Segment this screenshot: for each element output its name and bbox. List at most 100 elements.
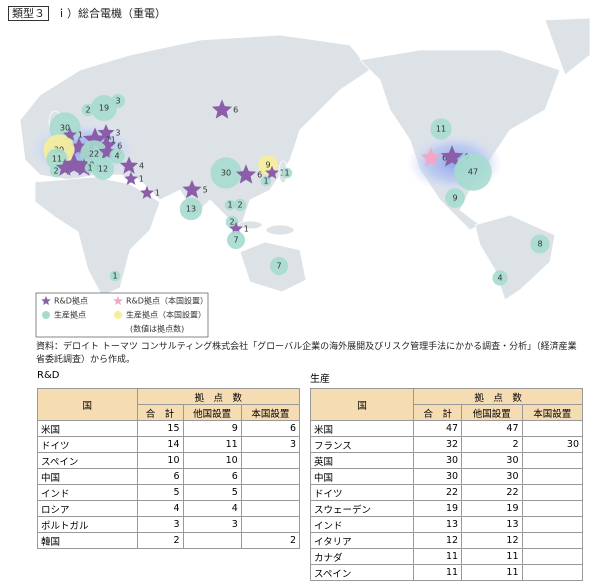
circle-marker [224,199,236,211]
header-cell: 拠 点 数 [413,388,583,405]
marker-label: 1 [139,175,144,184]
cell [521,516,584,533]
legend-label: R&D拠点（本国設置） [126,296,208,306]
marker-label: 22 [89,150,99,159]
marker-label: 6 [257,171,262,180]
header-cell: 国 [309,388,415,421]
table: 国拠 点 数合 計他国設置 本国設置 米国 15 9 6 ドイツ 14 11 3 スペイン 10 10 中… [37,388,301,549]
cell: 32 [413,436,463,453]
circle-marker [49,164,63,178]
cell: 6 [136,468,184,485]
circle-marker [210,157,242,189]
cell: インド [37,484,138,501]
cell: 13 [413,516,463,533]
markers: 3019321311643022234112410411241163091611… [43,94,550,286]
header-cell: 他国設置 [461,404,523,421]
cell: 9 [182,420,242,437]
cell: 22 [413,484,463,501]
cell: インド [309,516,415,533]
header-cell: 合 計 [136,404,184,421]
cell: 4 [136,500,184,517]
title-text: ｉ）総合電機（重電） [56,7,166,20]
cell: 11 [413,564,463,581]
cell: 6 [240,420,301,437]
circle-marker [179,197,203,221]
cell: 4 [182,500,242,517]
cell [240,500,301,517]
cell: スペイン [37,452,138,469]
star-marker [265,165,279,179]
marker-label: 6 [442,154,447,163]
cell: 12 [461,532,523,549]
cell: 19 [461,500,523,517]
marker-label: 4 [139,162,144,171]
marker-label: 1 [112,272,117,281]
cell: 6 [182,468,242,485]
marker-label: 4 [114,152,119,161]
cell [521,468,584,485]
cell [521,484,584,501]
cell: ドイツ [309,484,415,501]
circle-marker [281,167,293,179]
legend-symbol [113,296,123,305]
marker-label: 12 [98,165,108,174]
cell [521,500,584,517]
cell [521,548,584,565]
cell: 13 [461,516,523,533]
cell: 11 [413,548,463,565]
star-marker [182,179,202,199]
marker-label: 1 [87,164,92,173]
marker-label: 11 [52,155,62,164]
cell [240,468,301,485]
marker-label: 3 [115,97,120,106]
cell [521,420,584,437]
circle-marker [530,234,550,254]
cell [521,532,584,549]
marker-label: 2 [53,167,58,176]
cell: 11 [461,564,523,581]
circle-marker [260,175,272,187]
marker-label: 47 [468,168,478,177]
marker-label: 7 [276,262,281,271]
marker-label: 8 [537,240,542,249]
marker-label: 1 [227,201,232,210]
circle-marker [233,198,247,212]
star-marker [124,171,138,185]
cell: 英国 [309,452,415,469]
header-cell: 合 計 [413,404,463,421]
cell [521,564,584,581]
cell: 30 [413,468,463,485]
cell: 2 [240,532,301,549]
marker-label: 11 [106,136,116,145]
circle-marker [226,230,246,250]
star-marker [235,164,257,184]
marker-label: 11 [436,125,446,134]
cell [521,452,584,469]
table-caption: R&D [37,370,60,381]
map: 3019321311643022234112410411241163091611… [19,17,591,338]
marker-label: 3 [115,129,120,138]
cell: 5 [182,484,242,501]
marker-label: 30 [221,169,231,178]
cell: 12 [413,532,463,549]
cell: 11 [461,548,523,565]
header-cell: 本国設置 [240,404,301,421]
marker-label: 30 [60,124,70,133]
marker-label: 6 [233,106,238,115]
circle-marker [454,153,492,191]
cell: フランス [309,436,415,453]
legend: R&D拠点 R&D拠点（本国設置） 生産拠点 生産拠点（本国設置） (数値は拠点数) [41,296,208,334]
cell: スウェーデン [309,500,415,517]
marker-label: 1 [263,177,268,186]
cell: 5 [136,484,184,501]
cell: ロシア [37,500,138,517]
cell: 3 [136,516,184,533]
marker-label: 2 [85,106,90,115]
cell: スペイン [309,564,415,581]
circle-marker [46,148,68,170]
cell [182,532,242,549]
cell: 3 [240,436,301,453]
circle-marker [90,94,118,122]
marker-label: 1 [244,225,249,234]
